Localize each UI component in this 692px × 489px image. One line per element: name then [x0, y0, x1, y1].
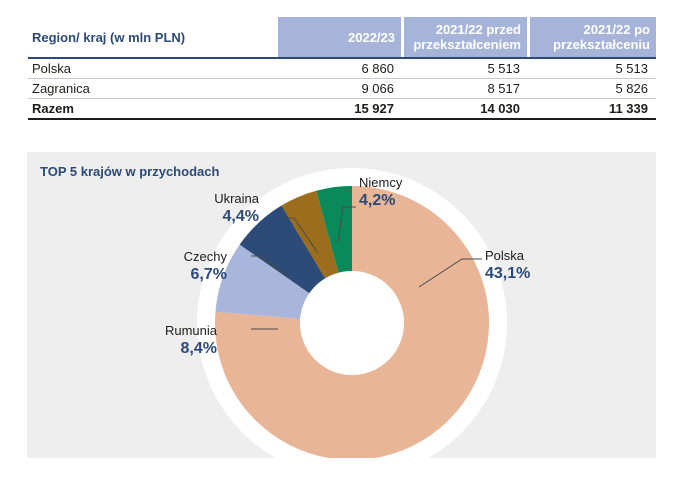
- leader-line-polska: [418, 258, 482, 288]
- header-divider: [28, 57, 656, 59]
- slice-label-ukraina: Ukraina: [214, 191, 260, 206]
- slice-label-rumunia: Rumunia: [165, 323, 218, 338]
- header-col1-label: 2022/23: [348, 29, 395, 45]
- row-value-2022-23: 9 066: [361, 81, 394, 96]
- revenue-table: Region/ kraj (w mln PLN) 2022/23 2021/22…: [28, 17, 656, 120]
- row-name: Polska: [32, 61, 72, 76]
- leader-line-niemcy: [337, 206, 356, 243]
- leader-line-ukraina: [284, 217, 319, 254]
- row-value-after: 5 826: [615, 81, 648, 96]
- header-col-2021-22-before: 2021/22 przed przekształceniem: [404, 17, 527, 57]
- donut-hole: [300, 271, 404, 375]
- table-header: Region/ kraj (w mln PLN) 2022/23 2021/22…: [28, 17, 656, 59]
- row-value-2022-23: 6 860: [361, 61, 394, 76]
- row-value-2022-23: 15 927: [354, 101, 394, 116]
- slice-label-niemcy: Niemcy: [359, 175, 403, 190]
- chart-title: TOP 5 krajów w przychodach: [40, 164, 220, 179]
- row-name: Razem: [32, 101, 74, 116]
- slice-label-polska: Polska: [485, 248, 525, 263]
- table-row-total: Razem 15 927 14 030 11 339: [28, 99, 656, 120]
- header-col-2022-23: 2022/23: [278, 17, 401, 57]
- slice-label-czechy: Czechy: [184, 249, 228, 264]
- header-col2-line2: przekształceniem: [413, 37, 521, 52]
- slice-value-rumunia: 8,4%: [181, 340, 217, 357]
- row-value-after: 11 339: [608, 101, 648, 116]
- slice-value-niemcy: 4,2%: [359, 192, 395, 209]
- donut-slice-ukraina: [281, 190, 339, 279]
- slice-value-ukraina: 4,4%: [223, 208, 259, 225]
- row-value-before: 14 030: [480, 101, 520, 116]
- leader-line-czechy: [251, 255, 290, 278]
- table-body: Polska 6 860 5 513 5 513 Zagranica 9 066…: [28, 59, 656, 120]
- chart-panel: TOP 5 krajów w przychodach Polska 43,1% Ru…: [27, 152, 656, 458]
- donut-chart: Polska 43,1% Rumunia 8,4% Czechy 6,7% Ukraina 4…: [165, 168, 530, 458]
- table-row: Polska 6 860 5 513 5 513: [28, 59, 656, 79]
- row-value-before: 5 513: [487, 61, 520, 76]
- slice-value-czechy: 6,7%: [191, 266, 227, 283]
- header-col2-line1: 2021/22 przed: [435, 22, 521, 37]
- row-name: Zagranica: [32, 81, 90, 96]
- header-col3-line2: przekształceniu: [553, 37, 650, 52]
- donut-slice-rumunia: [215, 244, 310, 319]
- table-row: Zagranica 9 066 8 517 5 826: [28, 79, 656, 99]
- donut-slice-polska: [215, 186, 489, 458]
- row-value-before: 8 517: [487, 81, 520, 96]
- slice-value-polska: 43,1%: [485, 265, 530, 282]
- header-col3-line1: 2021/22 po: [583, 22, 651, 37]
- row-value-after: 5 513: [615, 61, 648, 76]
- header-col-2021-22-after: 2021/22 po przekształceniu: [530, 17, 656, 57]
- header-region: Region/ kraj (w mln PLN): [32, 30, 186, 45]
- donut-slice-czechy: [239, 205, 326, 294]
